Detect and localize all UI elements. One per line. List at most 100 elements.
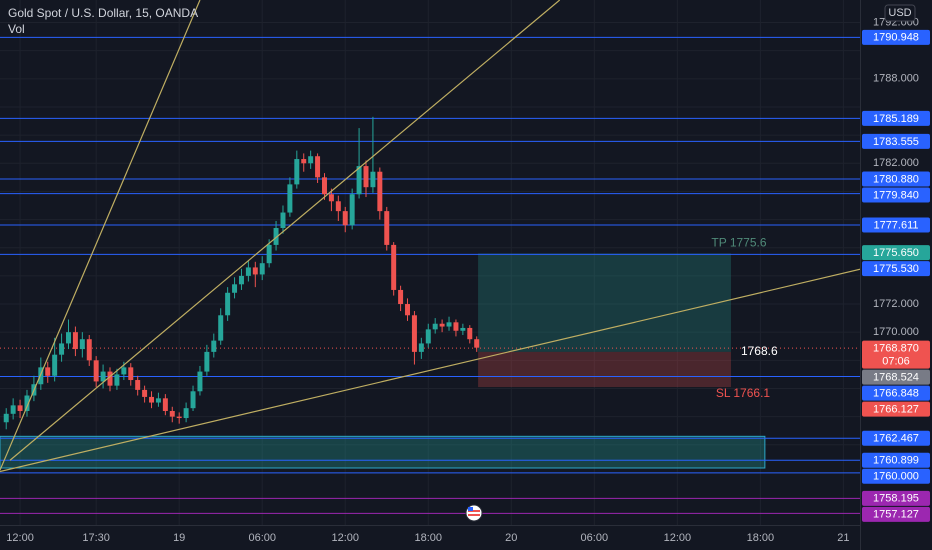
event-icon-canton bbox=[468, 507, 473, 511]
candle-body bbox=[211, 340, 217, 352]
x-tick-label: 21 bbox=[837, 532, 849, 544]
candle-body bbox=[114, 374, 120, 386]
x-tick-label: 18:00 bbox=[747, 532, 775, 544]
price-label-box bbox=[862, 430, 930, 446]
candle-body bbox=[218, 315, 224, 341]
candle-body bbox=[190, 391, 196, 409]
event-icon-stripe bbox=[468, 510, 480, 512]
price-label-box bbox=[862, 385, 930, 401]
currency-label[interactable]: USD bbox=[888, 7, 911, 19]
candle-body bbox=[391, 244, 397, 290]
price-label-box bbox=[862, 340, 930, 369]
candle-body bbox=[308, 156, 314, 164]
stop-box bbox=[478, 351, 731, 388]
candle-body bbox=[3, 413, 9, 423]
price-label-box bbox=[862, 452, 930, 468]
candle-body bbox=[405, 304, 411, 316]
price-label-box bbox=[862, 245, 930, 261]
price-label: 1760.000 bbox=[873, 471, 919, 483]
candle-body bbox=[225, 292, 231, 316]
price-label: 1768.870 bbox=[873, 342, 919, 354]
candle-body bbox=[301, 159, 307, 164]
candle-body bbox=[155, 398, 161, 403]
price-label: 1766.848 bbox=[873, 387, 919, 399]
candle-body bbox=[432, 323, 438, 330]
candle-body bbox=[287, 184, 293, 213]
event-icon-stripe bbox=[468, 514, 480, 516]
y-tick-label: 1770.000 bbox=[873, 326, 919, 338]
trendline bbox=[0, 0, 201, 471]
price-label: 1766.127 bbox=[873, 403, 919, 415]
x-tick-label: 06:00 bbox=[581, 532, 609, 544]
candle-body bbox=[245, 267, 251, 276]
price-label: 1762.467 bbox=[873, 433, 919, 445]
candle-body bbox=[446, 322, 452, 327]
y-tick-label: 1782.000 bbox=[873, 157, 919, 169]
candle-body bbox=[363, 166, 369, 188]
candle-body bbox=[59, 343, 65, 355]
target-box bbox=[478, 253, 731, 352]
price-label-box bbox=[862, 187, 930, 203]
price-label: 1777.611 bbox=[873, 219, 918, 231]
candle-body bbox=[377, 171, 383, 212]
candle-body bbox=[52, 354, 58, 376]
candle-body bbox=[467, 327, 473, 340]
candle-body bbox=[460, 327, 466, 331]
candle-body bbox=[266, 244, 272, 264]
price-label: 1775.650 bbox=[873, 247, 919, 259]
chart-title: Gold Spot / U.S. Dollar, 15, OANDA bbox=[8, 6, 198, 20]
price-label: 1757.127 bbox=[873, 509, 919, 521]
candle-body bbox=[86, 339, 92, 361]
candle-body bbox=[135, 380, 141, 390]
y-tick-label: 1772.000 bbox=[873, 298, 919, 310]
plot-area bbox=[0, 0, 860, 525]
candle-body bbox=[439, 323, 445, 327]
price-label: 1780.880 bbox=[873, 173, 919, 185]
price-label: 1790.948 bbox=[873, 32, 919, 44]
candle-body bbox=[93, 360, 99, 382]
price-label-box bbox=[862, 171, 930, 187]
candle-body bbox=[183, 408, 189, 419]
candle-body bbox=[273, 228, 279, 245]
stop-label: SL 1766.1 bbox=[716, 386, 771, 400]
x-tick-label: 18:00 bbox=[415, 532, 443, 544]
candle-body bbox=[349, 194, 355, 226]
price-label: 1779.840 bbox=[873, 189, 919, 201]
candle-body bbox=[169, 410, 175, 417]
candle-body bbox=[342, 211, 348, 226]
candle-body bbox=[162, 398, 168, 411]
candle-body bbox=[176, 416, 182, 419]
candle-body bbox=[72, 332, 78, 350]
candle-body bbox=[252, 267, 258, 275]
candle-body bbox=[384, 211, 390, 245]
candle-body bbox=[204, 351, 210, 372]
trendline bbox=[0, 268, 860, 473]
target-label: TP 1775.6 bbox=[711, 236, 766, 250]
entry-label: 1768.6 bbox=[741, 344, 778, 358]
price-label: 1758.195 bbox=[873, 493, 919, 505]
price-label-box bbox=[862, 261, 930, 277]
zone bbox=[0, 435, 766, 469]
candle-body bbox=[149, 396, 155, 403]
volume-label: Vol bbox=[8, 22, 25, 36]
candle-body bbox=[121, 367, 127, 375]
x-tick-label: 12:00 bbox=[664, 532, 692, 544]
price-label: 1760.899 bbox=[873, 455, 919, 467]
trendline bbox=[9, 0, 561, 461]
y-tick-label: 1788.000 bbox=[873, 73, 919, 85]
candle-body bbox=[232, 284, 238, 293]
price-label-box bbox=[862, 133, 930, 149]
price-label-box bbox=[862, 506, 930, 522]
x-tick-label: 12:00 bbox=[331, 532, 359, 544]
price-label-box bbox=[862, 401, 930, 417]
candle-body bbox=[453, 322, 459, 331]
x-tick-label: 19 bbox=[173, 532, 185, 544]
candle-body bbox=[474, 339, 480, 348]
currency-button[interactable] bbox=[884, 4, 916, 22]
countdown-label: 07:06 bbox=[882, 355, 910, 367]
candle-body bbox=[100, 371, 106, 382]
